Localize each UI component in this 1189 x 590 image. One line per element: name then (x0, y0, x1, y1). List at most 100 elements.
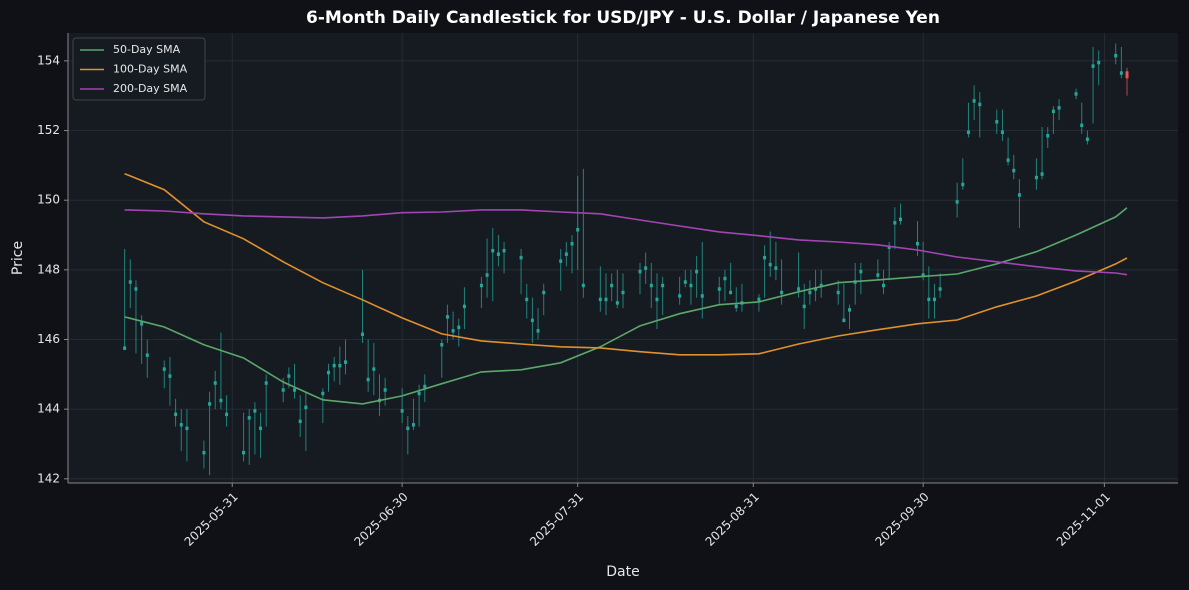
candle-body (763, 255, 767, 260)
sma-line (124, 207, 1128, 405)
candle-body (485, 273, 489, 277)
y-tick-label: 152 (37, 123, 60, 137)
candle-body (242, 450, 246, 455)
candle-body (406, 426, 410, 431)
candle-body (887, 245, 891, 249)
candle-body (570, 241, 574, 246)
candle-body (899, 217, 902, 222)
candle-body (140, 322, 144, 326)
candle-body (882, 283, 886, 288)
candle-body (1091, 64, 1095, 68)
candle-body (581, 283, 585, 288)
candle-body (321, 391, 325, 396)
candle-body (208, 402, 212, 406)
candle-body (123, 346, 127, 350)
candle-body (689, 283, 693, 288)
candle-body (1000, 130, 1004, 135)
candle-body (445, 315, 449, 319)
candle-body (1074, 92, 1078, 96)
candle-body (134, 287, 138, 291)
candle-body (1034, 175, 1038, 180)
candle-body (519, 255, 523, 260)
candle-body (287, 374, 291, 378)
candle-body (836, 290, 840, 295)
candle-body (400, 409, 404, 413)
candle-body (1125, 71, 1129, 79)
candle-body (185, 426, 189, 431)
candle-body (253, 409, 257, 413)
y-tick-label: 144 (37, 402, 60, 416)
candle-body (491, 248, 495, 253)
candle-body (564, 252, 568, 256)
candle-body (921, 273, 925, 277)
candle-body (298, 419, 302, 424)
candle-body (281, 388, 285, 392)
candle-body (496, 252, 500, 256)
candle-body (893, 221, 897, 225)
candle-body (661, 283, 665, 288)
candle-body (145, 353, 149, 357)
candle-body (542, 290, 546, 295)
candle-body (576, 228, 580, 232)
legend-label: 100-Day SMA (113, 63, 188, 76)
candle-body (559, 259, 563, 263)
candle-body (927, 297, 931, 302)
candle-body (423, 384, 427, 389)
candle-body (202, 450, 206, 455)
candle-body (848, 308, 852, 312)
candle-body (1006, 158, 1010, 162)
candle-body (774, 266, 778, 270)
candle-body (717, 287, 721, 291)
candle-body (417, 391, 421, 396)
candle-body (219, 398, 223, 403)
candle-body (842, 318, 846, 323)
candle-body (247, 416, 251, 420)
candle-body (1017, 193, 1021, 197)
candle-body (961, 182, 965, 187)
candle-body (411, 423, 415, 427)
candle-body (1051, 109, 1055, 114)
chart-title: 6-Month Daily Candlestick for USD/JPY - … (306, 8, 940, 28)
legend-label: 50-Day SMA (113, 43, 181, 56)
candle-body (1114, 53, 1118, 58)
candle-body (995, 120, 999, 124)
candle-body (802, 304, 806, 309)
y-tick-label: 150 (37, 193, 60, 207)
candle-body (797, 287, 801, 291)
candle-body (1085, 137, 1089, 141)
candle-body (530, 318, 534, 323)
candle-body (734, 304, 738, 309)
candle-body (683, 280, 687, 284)
candle-body (1080, 123, 1084, 128)
candle-body (915, 241, 919, 246)
candle-body (332, 363, 336, 368)
sma-line (124, 172, 1128, 356)
candle-body (451, 329, 455, 333)
candle-body (128, 280, 132, 284)
candle-body (655, 297, 659, 302)
candle-body (366, 377, 370, 382)
candle-body (179, 423, 183, 427)
candle-body (859, 269, 863, 274)
candle-body (610, 283, 614, 288)
candle-body (644, 266, 648, 270)
candle-body (768, 262, 772, 267)
candle-body (932, 297, 936, 302)
candle-body (174, 412, 178, 417)
legend-label: 200-Day SMA (113, 82, 188, 95)
candle-body (695, 269, 699, 274)
candle-body (678, 294, 682, 298)
legend: 50-Day SMA 100-Day SMA 200-Day SMA (72, 37, 206, 101)
x-axis-label: Date (606, 564, 639, 580)
candle-body (525, 297, 529, 302)
candle-body (225, 412, 229, 417)
y-tick-label: 154 (37, 53, 60, 67)
candle-body (729, 290, 733, 295)
candle-body (264, 381, 268, 385)
candle-body (1057, 106, 1061, 110)
candle-body (808, 290, 812, 295)
candle-body (372, 367, 376, 371)
sma-line (124, 209, 1128, 276)
candle-body (383, 388, 387, 392)
